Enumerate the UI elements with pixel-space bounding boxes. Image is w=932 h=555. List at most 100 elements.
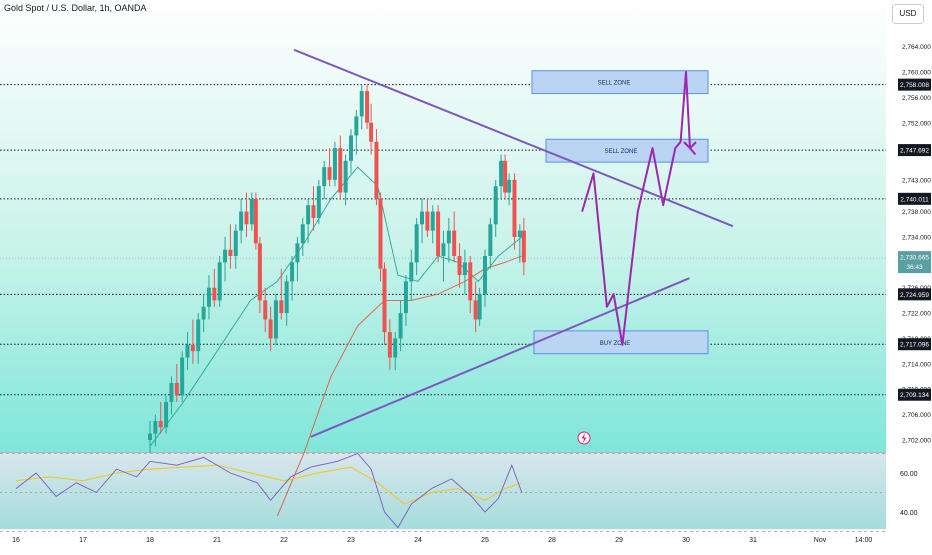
candle[interactable] <box>253 192 258 250</box>
candle[interactable] <box>452 211 457 263</box>
candle[interactable] <box>436 205 441 263</box>
candle[interactable] <box>457 243 462 288</box>
candle[interactable] <box>148 420 152 453</box>
trendline-0[interactable] <box>293 48 734 228</box>
candle-body <box>499 160 504 187</box>
candle[interactable] <box>374 129 379 206</box>
candle[interactable] <box>233 224 238 269</box>
price-level-label-4[interactable]: 2,717.096 <box>898 338 931 351</box>
candle[interactable] <box>473 281 478 333</box>
candle[interactable] <box>512 173 517 250</box>
candle[interactable] <box>306 198 311 244</box>
candle-body <box>190 344 195 352</box>
candle[interactable] <box>507 173 512 206</box>
price-level-label-5[interactable]: 2,709.134 <box>898 388 931 401</box>
current-price-label[interactable]: 2,730.665 36:43 <box>898 251 931 274</box>
candle[interactable] <box>503 154 508 199</box>
candle[interactable] <box>322 160 327 199</box>
candle[interactable] <box>483 249 487 307</box>
candle[interactable] <box>369 103 374 155</box>
candle[interactable] <box>244 192 249 237</box>
candle[interactable] <box>378 192 383 282</box>
candle[interactable] <box>228 224 233 269</box>
candle[interactable] <box>273 294 278 345</box>
candle[interactable] <box>430 205 435 244</box>
candle[interactable] <box>223 236 228 282</box>
time-tick-label-3: 21 <box>213 537 221 544</box>
candle-body <box>374 141 379 199</box>
candle[interactable] <box>409 249 414 301</box>
price-level-label-1[interactable]: 2,747.692 <box>898 144 931 157</box>
candle[interactable] <box>311 186 316 231</box>
candle[interactable] <box>327 148 332 187</box>
lightning-icon[interactable] <box>577 431 591 445</box>
candle[interactable] <box>174 363 179 402</box>
candle[interactable] <box>284 275 289 326</box>
candle[interactable] <box>300 217 305 256</box>
candle[interactable] <box>185 332 190 371</box>
candle[interactable] <box>295 236 300 282</box>
candle[interactable] <box>420 198 425 244</box>
candle[interactable] <box>354 110 359 155</box>
candle[interactable] <box>158 401 163 434</box>
candle[interactable] <box>332 141 337 187</box>
currency-button[interactable]: USD <box>892 4 924 24</box>
zone-box-0[interactable] <box>531 70 709 95</box>
candle[interactable] <box>206 275 211 320</box>
candle[interactable] <box>441 230 446 282</box>
candle[interactable] <box>493 179 498 237</box>
candle[interactable] <box>201 294 206 333</box>
candle[interactable] <box>403 275 408 326</box>
candle[interactable] <box>180 351 185 402</box>
candle[interactable] <box>349 129 353 174</box>
candle[interactable] <box>462 249 467 295</box>
price-level-label-0[interactable]: 2,758.008 <box>898 78 931 91</box>
moving-average-line-1[interactable] <box>149 166 523 447</box>
price-level-label-3[interactable]: 2,724.959 <box>898 288 931 301</box>
candle[interactable] <box>488 217 493 269</box>
candle[interactable] <box>217 256 222 307</box>
price-level-label-text: 2,717.096 <box>900 342 929 349</box>
candle[interactable] <box>446 217 451 263</box>
price-level-label-text: 2,747.692 <box>900 148 929 155</box>
candle[interactable] <box>468 256 473 314</box>
candle[interactable] <box>164 395 169 434</box>
candle[interactable] <box>398 300 403 352</box>
candle[interactable] <box>169 376 174 415</box>
candle[interactable] <box>387 319 392 371</box>
candle-body <box>284 281 289 314</box>
candle[interactable] <box>263 287 268 333</box>
candle[interactable] <box>290 256 295 301</box>
candle[interactable] <box>239 198 244 244</box>
candle[interactable] <box>316 179 321 225</box>
candle[interactable] <box>343 154 348 206</box>
candle[interactable] <box>196 313 201 364</box>
projection-path[interactable] <box>581 71 697 346</box>
candle[interactable] <box>268 306 273 352</box>
candle[interactable] <box>257 236 262 314</box>
candle[interactable] <box>190 319 195 364</box>
candle[interactable] <box>212 268 217 307</box>
candle[interactable] <box>425 198 430 237</box>
candle[interactable] <box>521 217 526 276</box>
price-level-label-2[interactable]: 2,740.011 <box>898 192 931 205</box>
time-tick-label-4: 22 <box>280 537 288 544</box>
candle-body <box>306 205 311 225</box>
candle-body <box>217 262 222 301</box>
candle[interactable] <box>517 224 522 263</box>
candle[interactable] <box>249 192 254 231</box>
candle[interactable] <box>153 414 158 447</box>
candle[interactable] <box>499 154 504 199</box>
candle[interactable] <box>393 332 398 371</box>
rsi-line[interactable] <box>15 452 523 529</box>
candle[interactable] <box>477 287 482 326</box>
candle[interactable] <box>338 135 343 199</box>
candle[interactable] <box>365 84 370 130</box>
rsi-signal-line[interactable] <box>15 464 522 505</box>
candle[interactable] <box>414 217 419 276</box>
candle[interactable] <box>382 262 387 345</box>
candle[interactable] <box>359 84 364 130</box>
main-pane-background <box>0 0 886 452</box>
candle[interactable] <box>279 268 284 320</box>
